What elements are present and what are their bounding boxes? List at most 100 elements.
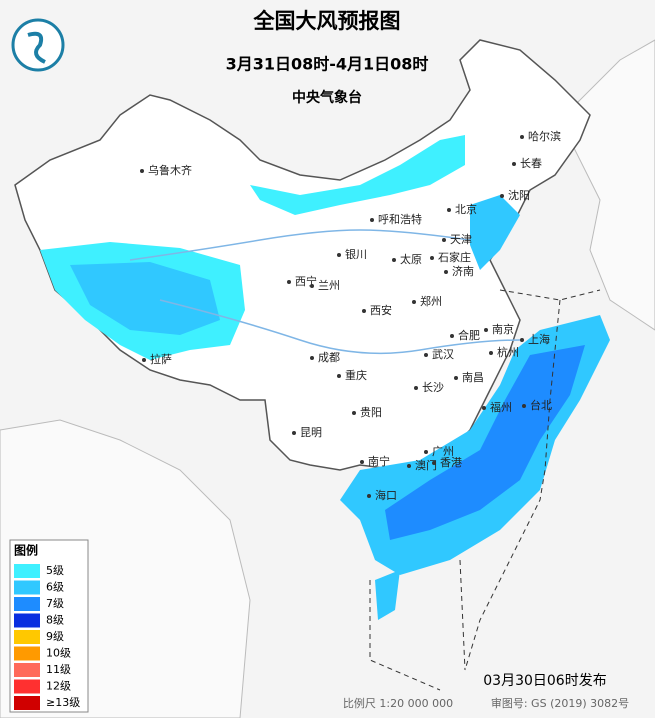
city-label: 台北	[530, 398, 552, 412]
legend-label: ≥13级	[46, 696, 80, 709]
city-dot	[424, 450, 428, 454]
legend-swatch	[14, 679, 40, 694]
city-dot	[362, 309, 366, 313]
city-dot	[489, 351, 493, 355]
river	[129, 229, 471, 261]
review: 审图号: GS (2019) 3082号	[491, 696, 629, 710]
city-label: 杭州	[497, 345, 519, 359]
legend-swatch	[14, 564, 40, 578]
city-dot	[140, 169, 144, 173]
city-dot	[337, 253, 341, 257]
city-dot	[444, 270, 448, 274]
city-label: 澳门	[415, 458, 437, 472]
city-label: 天津	[450, 233, 472, 246]
city-label: 长沙	[422, 381, 444, 394]
title: 全国大风预报图	[253, 9, 401, 33]
city-dot	[142, 358, 146, 362]
city-dot	[484, 328, 488, 332]
published: 03月30日06时发布	[483, 673, 606, 689]
legend-label: 6级	[46, 581, 64, 594]
city-dot	[287, 280, 291, 284]
city-label: 兰州	[318, 279, 340, 292]
city-dot	[352, 411, 356, 415]
city-label: 哈尔滨	[528, 129, 561, 143]
subtitle: 3月31日08时-4月1日08时	[226, 55, 429, 74]
legend-title: 图例	[14, 543, 38, 558]
city-label: 成都	[318, 351, 340, 364]
legend-label: 10级	[46, 647, 71, 660]
city-dot	[292, 431, 296, 435]
city-dot	[432, 461, 436, 465]
city-label: 太原	[400, 253, 422, 266]
city-label: 乌鲁木齐	[148, 163, 192, 177]
legend: 图例 5级 6级 7级 8级 9级 10级 11级 12级 ≥13级	[9, 539, 89, 713]
city-label: 广州	[432, 445, 454, 458]
city-label: 武汉	[432, 348, 454, 361]
city-dot	[447, 208, 451, 212]
city-dot	[482, 406, 486, 410]
city-label: 重庆	[345, 368, 367, 382]
city-label: 合肥	[458, 328, 480, 342]
city-label: 沈阳	[508, 188, 530, 202]
city-label: 银川	[345, 247, 367, 261]
city-label: 昆明	[300, 426, 322, 439]
city-label: 郑州	[420, 294, 442, 308]
neighbor-land	[559, 39, 655, 331]
city-dot	[367, 494, 371, 498]
wind-area	[250, 135, 465, 215]
legend-swatch	[14, 696, 40, 710]
city-dot	[407, 464, 411, 468]
scale: 比例尺 1:20 000 000	[343, 696, 453, 710]
city-dot	[500, 194, 504, 198]
city-label: 上海	[528, 332, 550, 346]
city-label: 海口	[375, 488, 397, 502]
city-dot	[520, 135, 524, 139]
city-label: 拉萨	[150, 352, 172, 366]
boundary	[369, 289, 601, 691]
city-dot	[310, 356, 314, 360]
city-dot	[522, 404, 526, 408]
city-label: 西安	[370, 303, 392, 317]
wind-area	[375, 570, 400, 620]
legend-swatch	[14, 663, 40, 677]
city-dot	[392, 258, 396, 262]
city-label: 北京	[455, 202, 477, 216]
legend-label: 5级	[46, 564, 64, 577]
city-dot	[450, 334, 454, 338]
wind-area	[470, 195, 520, 270]
legend-label: 9级	[46, 630, 64, 643]
city-dot	[414, 386, 418, 390]
city-dot	[442, 238, 446, 242]
legend-label: 12级	[46, 680, 71, 693]
city-dot	[310, 284, 314, 288]
city-dot	[337, 374, 341, 378]
city-label: 呼和浩特	[378, 212, 422, 226]
city-label: 福州	[490, 400, 512, 414]
city-label: 贵阳	[360, 406, 382, 419]
wind-area	[385, 345, 585, 540]
city-dot	[424, 353, 428, 357]
city-dot	[520, 338, 524, 342]
river	[159, 299, 521, 355]
logo-mark	[27, 31, 46, 64]
city-label: 石家庄	[438, 250, 471, 264]
city-label: 济南	[452, 264, 474, 278]
city-dot	[430, 256, 434, 260]
city-dot	[360, 460, 364, 464]
city-dot	[454, 376, 458, 380]
legend-label: 8级	[46, 614, 64, 627]
legend-swatch	[14, 613, 40, 628]
legend-label: 7级	[46, 597, 64, 610]
city-label: 南宁	[368, 454, 390, 468]
city-label: 南京	[492, 322, 514, 336]
wind-area	[70, 262, 220, 335]
city-label: 南昌	[462, 371, 484, 384]
legend-swatch	[14, 580, 40, 595]
legend-swatch	[14, 597, 40, 611]
legend-swatch	[14, 646, 40, 661]
city-label: 长春	[520, 157, 542, 170]
city-dot	[370, 218, 374, 222]
legend-label: 11级	[46, 663, 71, 676]
